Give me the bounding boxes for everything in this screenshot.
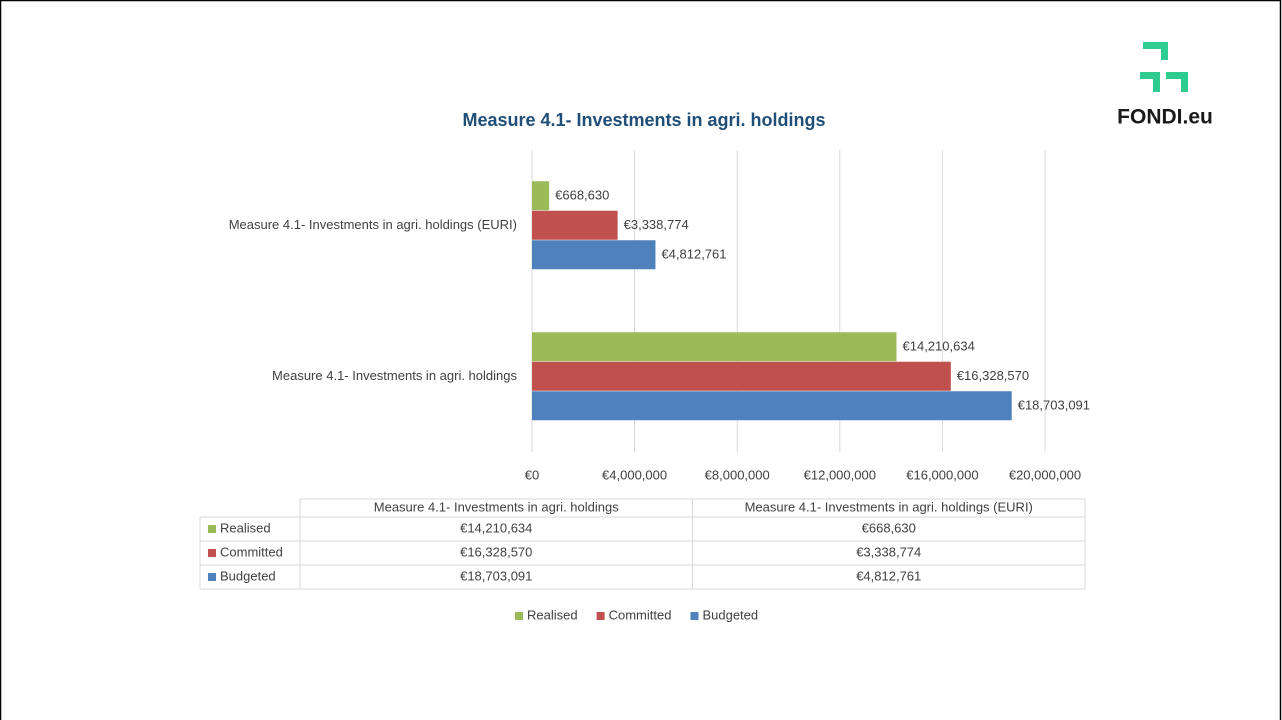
x-tick-label: €8,000,000 bbox=[705, 467, 770, 482]
table-legend-key bbox=[208, 525, 216, 533]
table-cell: €16,328,570 bbox=[460, 544, 532, 559]
legend-label: Realised bbox=[527, 607, 578, 622]
table-row-label: Budgeted bbox=[220, 568, 276, 583]
logo-text: FONDI.eu bbox=[1117, 106, 1213, 129]
legend-label: Budgeted bbox=[702, 607, 758, 622]
bar bbox=[532, 332, 897, 362]
table-header: Measure 4.1- Investments in agri. holdin… bbox=[745, 499, 1033, 514]
bar bbox=[532, 240, 656, 270]
x-tick-label: €4,000,000 bbox=[602, 467, 667, 482]
value-label: €14,210,634 bbox=[903, 338, 975, 353]
x-tick-label: €20,000,000 bbox=[1009, 467, 1081, 482]
table-row-label: Committed bbox=[220, 544, 283, 559]
category-label: Measure 4.1- Investments in agri. holdin… bbox=[229, 217, 517, 232]
table-cell: €668,630 bbox=[862, 520, 916, 535]
value-label: €16,328,570 bbox=[957, 368, 1029, 383]
value-label: €4,812,761 bbox=[661, 246, 726, 261]
chart-title: Measure 4.1- Investments in agri. holdin… bbox=[462, 110, 825, 130]
category-label: Measure 4.1- Investments in agri. holdin… bbox=[272, 368, 517, 383]
bar bbox=[532, 361, 951, 391]
value-label: €18,703,091 bbox=[1018, 397, 1090, 412]
table-row-label: Realised bbox=[220, 520, 271, 535]
table-cell: €18,703,091 bbox=[460, 568, 532, 583]
legend-label: Committed bbox=[609, 607, 672, 622]
x-tick-label: €16,000,000 bbox=[906, 467, 978, 482]
table-cell: €3,338,774 bbox=[856, 544, 921, 559]
table-cell: €4,812,761 bbox=[856, 568, 921, 583]
bar bbox=[532, 391, 1012, 421]
logo-mark bbox=[1140, 42, 1188, 92]
table-legend-key bbox=[208, 549, 216, 557]
x-tick-label: €0 bbox=[525, 467, 539, 482]
x-tick-label: €12,000,000 bbox=[804, 467, 876, 482]
table-header: Measure 4.1- Investments in agri. holdin… bbox=[374, 499, 619, 514]
value-label: €668,630 bbox=[555, 187, 609, 202]
bar bbox=[532, 181, 550, 211]
table-cell: €14,210,634 bbox=[460, 520, 532, 535]
legend-key bbox=[690, 612, 699, 620]
legend-key bbox=[515, 612, 523, 620]
table-legend-key bbox=[208, 573, 216, 581]
value-label: €3,338,774 bbox=[624, 217, 689, 232]
bar bbox=[532, 210, 618, 240]
legend-key bbox=[596, 612, 605, 620]
